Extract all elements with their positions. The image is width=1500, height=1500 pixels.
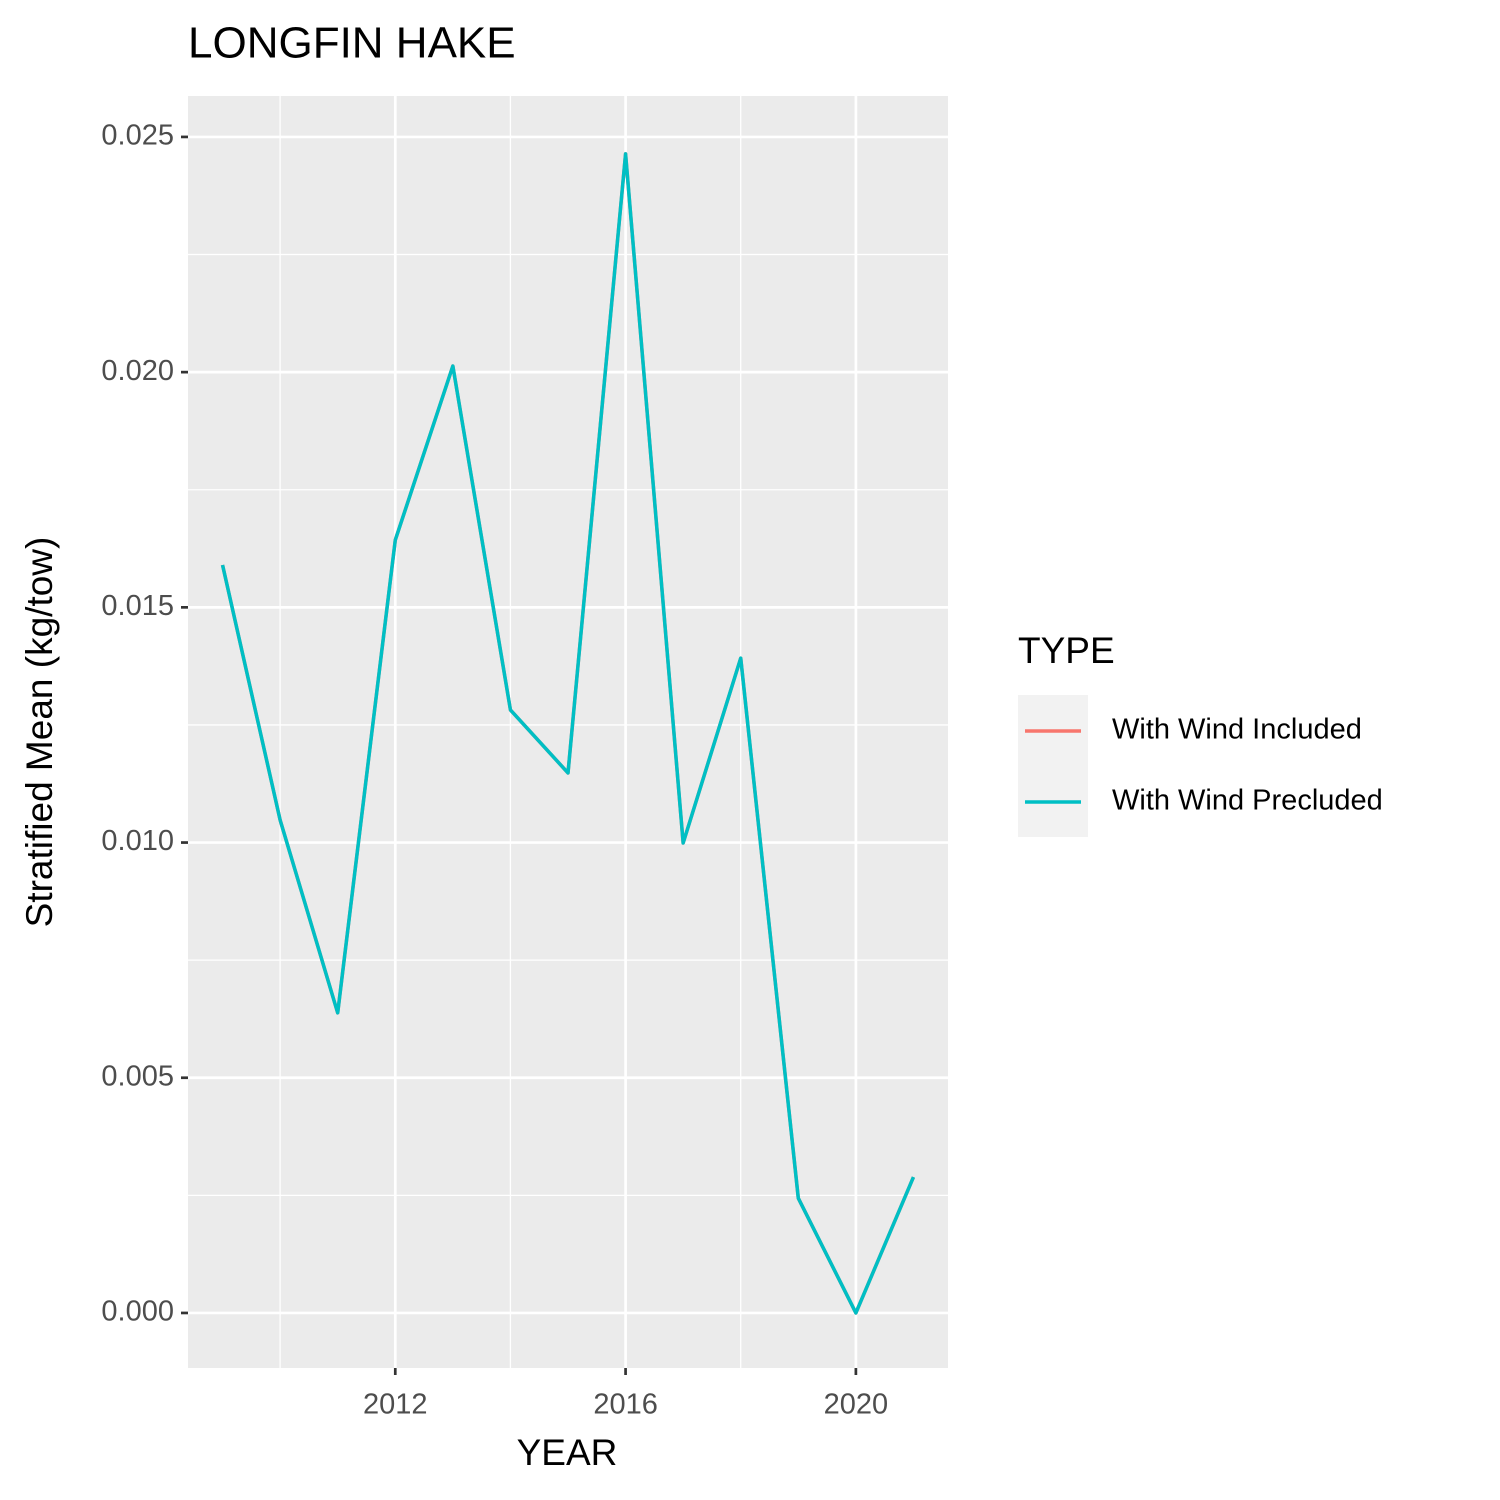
y-tick-label: 0.020 bbox=[101, 355, 174, 387]
y-axis-label: Stratified Mean (kg/tow) bbox=[19, 537, 60, 928]
x-axis-label: YEAR bbox=[517, 1432, 618, 1473]
y-tick-label: 0.010 bbox=[101, 825, 174, 857]
chart-title: LONGFIN HAKE bbox=[188, 19, 516, 68]
x-tick-label: 2020 bbox=[824, 1389, 889, 1421]
x-tick-label: 2016 bbox=[593, 1389, 658, 1421]
legend-key-background bbox=[1018, 695, 1088, 837]
data-line bbox=[220, 152, 916, 1315]
x-tick-label: 2012 bbox=[363, 1389, 428, 1421]
y-tick-label: 0.005 bbox=[101, 1060, 174, 1092]
y-tick-label: 0.015 bbox=[101, 590, 174, 622]
legend-label: With Wind Precluded bbox=[1112, 785, 1383, 817]
y-tick-label: 0.000 bbox=[101, 1296, 174, 1328]
legend-title: TYPE bbox=[1018, 630, 1115, 671]
panel bbox=[188, 96, 948, 1368]
y-tick-label: 0.025 bbox=[101, 120, 174, 152]
legend-label: With Wind Included bbox=[1112, 714, 1362, 746]
